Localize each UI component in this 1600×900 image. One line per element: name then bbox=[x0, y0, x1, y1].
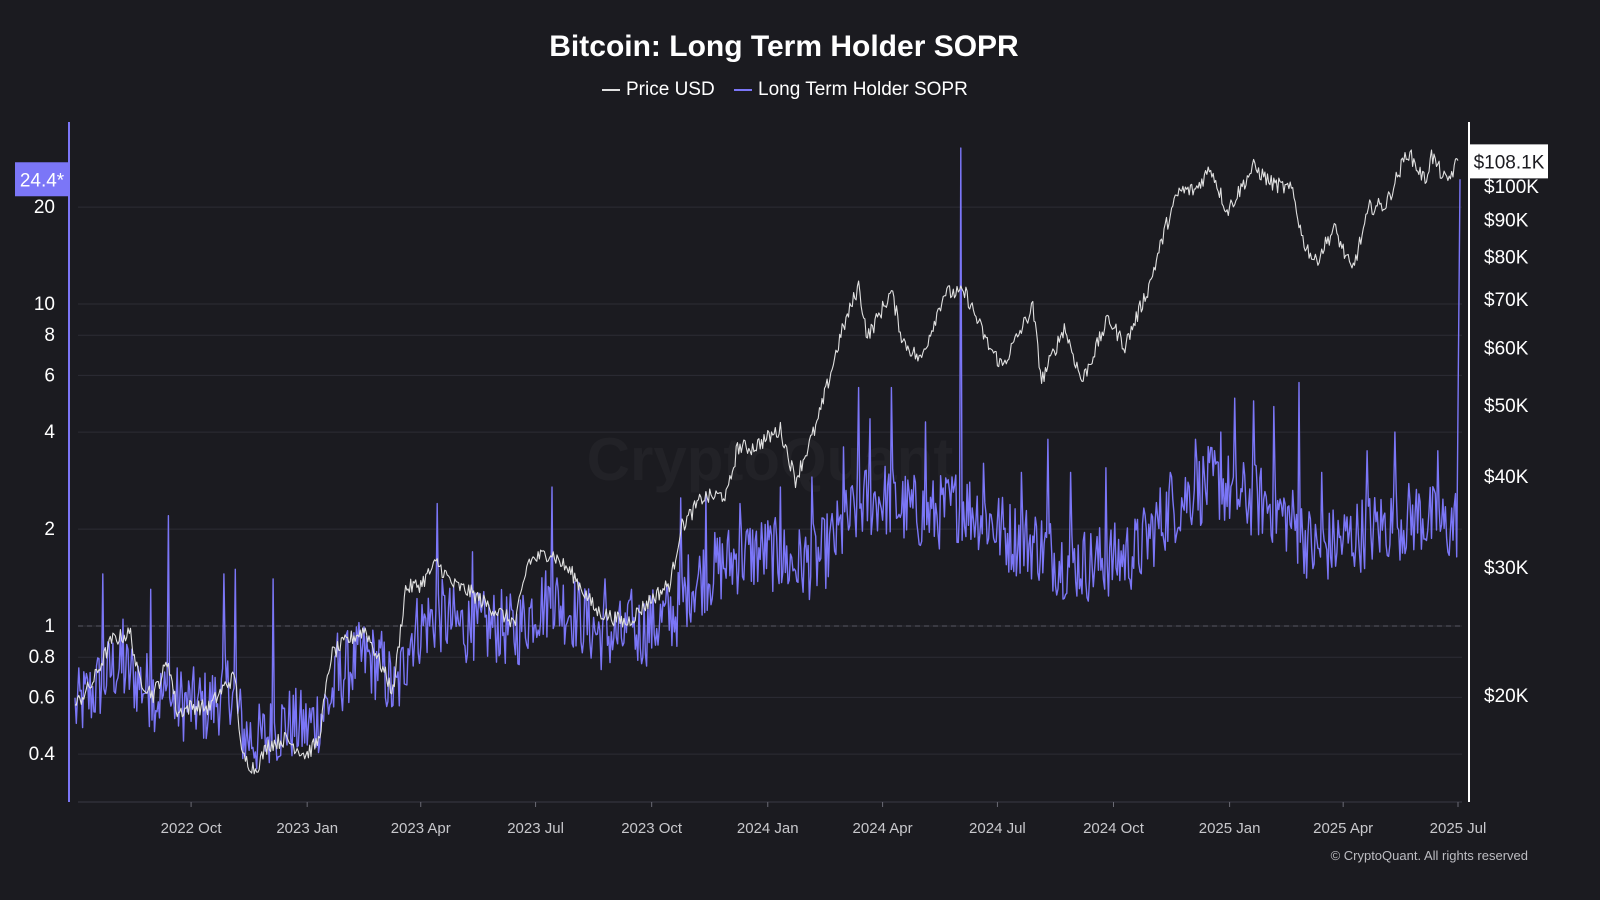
legend-label-price[interactable]: Price USD bbox=[626, 79, 715, 100]
right-current-value-label: $108.1K bbox=[1474, 152, 1545, 173]
right-axis: $20K $30K $40K $50K $60K $70K $80K $90K $100K bbox=[1468, 122, 1539, 802]
copyright-text: © CryptoQuant. All rights reserved bbox=[1331, 848, 1528, 863]
left-tick-label: 2 bbox=[44, 519, 55, 540]
right-tick-label: $90K bbox=[1484, 210, 1529, 231]
value-badges: 24.4* $108.1K bbox=[15, 144, 1548, 197]
right-current-value-badge bbox=[1470, 144, 1548, 179]
right-tick-label: $40K bbox=[1484, 467, 1529, 488]
series-line-sopr bbox=[74, 147, 1461, 770]
right-tick-label: $50K bbox=[1484, 396, 1529, 417]
right-tick-label: $30K bbox=[1484, 558, 1529, 579]
left-tick-label: 0.8 bbox=[29, 647, 55, 668]
x-tick-label: 2024 Jul bbox=[969, 820, 1026, 837]
left-tick-label: 20 bbox=[34, 197, 55, 218]
x-tick-label: 2023 Oct bbox=[621, 820, 683, 837]
x-tick-label: 2025 Apr bbox=[1313, 820, 1373, 837]
x-tick-label: 2023 Jan bbox=[276, 820, 338, 837]
right-tick-label: $20K bbox=[1484, 686, 1529, 707]
left-tick-label: 1 bbox=[44, 616, 55, 637]
left-tick-label: 0.6 bbox=[29, 687, 55, 708]
left-current-value-label: 24.4* bbox=[20, 170, 65, 191]
left-axis: 0.4 0.6 0.8 1 2 4 6 8 10 20 bbox=[29, 122, 70, 802]
chart: CryptoQuant Bitcoin: Long Term Holder SO… bbox=[15, 30, 1548, 863]
x-tick-label: 2024 Oct bbox=[1083, 820, 1145, 837]
left-tick-label: 8 bbox=[44, 325, 55, 346]
left-tick-label: 10 bbox=[34, 294, 55, 315]
right-tick-label: $80K bbox=[1484, 248, 1529, 269]
legend: Price USD Long Term Holder SOPR bbox=[602, 79, 968, 100]
x-tick-label: 2025 Jan bbox=[1199, 820, 1261, 837]
plot-area bbox=[74, 147, 1461, 775]
right-tick-label: $60K bbox=[1484, 339, 1529, 360]
x-tick-label: 2024 Apr bbox=[853, 820, 913, 837]
x-tick-label: 2023 Apr bbox=[391, 820, 451, 837]
x-tick-label: 2023 Jul bbox=[507, 820, 564, 837]
series-line-price bbox=[74, 149, 1459, 775]
x-tick-label: 2024 Jan bbox=[737, 820, 799, 837]
right-tick-label: $70K bbox=[1484, 290, 1529, 311]
chart-title: Bitcoin: Long Term Holder SOPR bbox=[549, 30, 1019, 63]
right-tick-label: $100K bbox=[1484, 177, 1539, 198]
left-current-value-badge bbox=[15, 162, 69, 197]
left-tick-label: 6 bbox=[44, 365, 55, 386]
legend-label-sopr[interactable]: Long Term Holder SOPR bbox=[758, 79, 968, 100]
left-tick-label: 4 bbox=[44, 422, 55, 443]
x-axis: 2022 Oct 2023 Jan 2023 Apr 2023 Jul 2023 Oct… bbox=[78, 801, 1487, 837]
x-tick-label: 2022 Oct bbox=[161, 820, 223, 837]
x-tick-label: 2025 Jul bbox=[1430, 820, 1487, 837]
left-tick-label: 0.4 bbox=[29, 744, 56, 765]
